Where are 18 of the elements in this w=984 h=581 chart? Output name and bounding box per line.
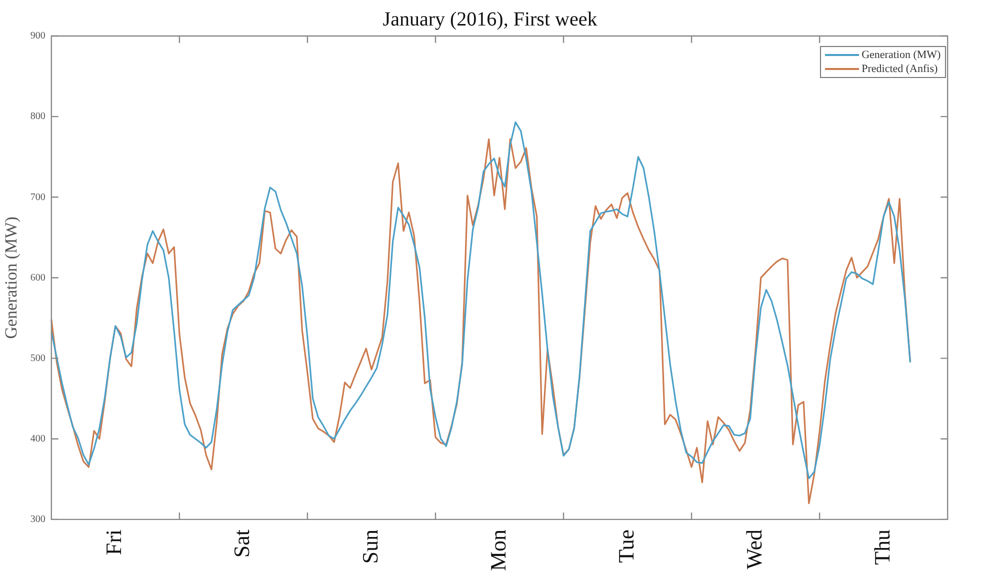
y-tick-label: 600 — [30, 272, 46, 284]
y-tick-label: 900 — [30, 30, 46, 42]
x-tick-label: Sat — [229, 529, 254, 558]
chart-title: January (2016), First week — [382, 8, 598, 30]
y-tick-label: 800 — [30, 111, 46, 122]
y-tick-label: 500 — [30, 352, 46, 364]
x-tick-label: Fri — [101, 529, 126, 556]
legend-label: Predicted (Anfis) — [862, 62, 938, 76]
x-tick-label: Thu — [869, 529, 894, 565]
y-tick-label: 300 — [30, 514, 46, 526]
legend-label: Generation (MW) — [862, 48, 941, 62]
x-tick-label: Tue — [613, 529, 638, 563]
y-tick-label: 400 — [30, 433, 46, 444]
x-tick-label: Mon — [485, 529, 510, 571]
x-tick-label: Wed — [741, 529, 766, 570]
y-axis-title: Generation (MW) — [2, 216, 21, 339]
y-tick-label: 700 — [30, 192, 46, 203]
x-tick-label: Sun — [357, 529, 382, 564]
